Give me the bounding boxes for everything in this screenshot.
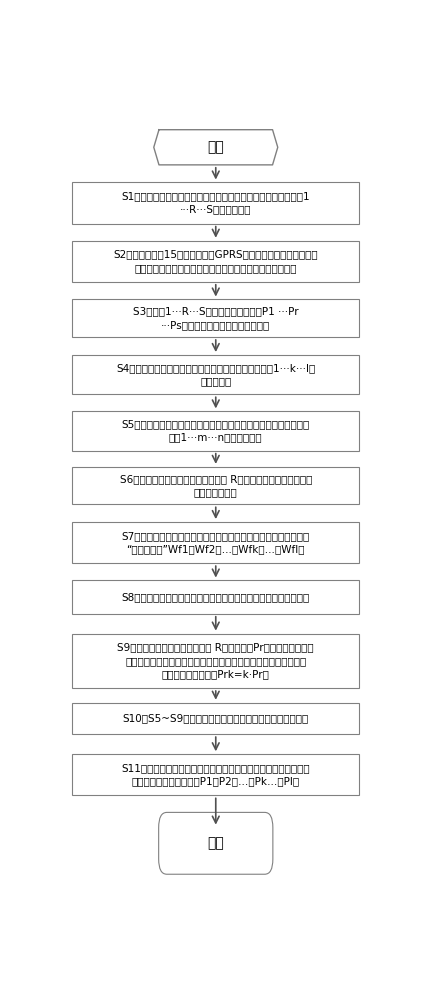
FancyBboxPatch shape bbox=[72, 411, 360, 451]
FancyBboxPatch shape bbox=[72, 182, 360, 224]
Polygon shape bbox=[154, 130, 278, 165]
FancyBboxPatch shape bbox=[72, 522, 360, 563]
Text: S1在营销系统中获取某地区的所有配变终端信息，如某地区共有1
···R···S个配变终端；: S1在营销系统中获取某地区的所有配变终端信息，如某地区共有1 ···R···S个… bbox=[121, 191, 310, 215]
Text: S10按S5~S9计算出某地区所有配变的所有用电分类负荷；: S10按S5~S9计算出某地区所有配变的所有用电分类负荷； bbox=[123, 713, 309, 723]
FancyBboxPatch shape bbox=[72, 703, 360, 734]
Text: S4在营销系统中读取所有用电类别信息，如某地区共有1···k···l个
用电类别；: S4在营销系统中读取所有用电类别信息，如某地区共有1···k···l个 用电类别… bbox=[116, 363, 315, 386]
FancyBboxPatch shape bbox=[72, 299, 360, 337]
FancyBboxPatch shape bbox=[72, 355, 360, 394]
Text: S2计量主站每间15分钟通过无线GPRS采集某地区所有配变终端的
实时遥测数据：包括有功、无功、电压、电流和功率因数；: S2计量主站每间15分钟通过无线GPRS采集某地区所有配变终端的 实时遥测数据：… bbox=[113, 250, 318, 273]
FancyBboxPatch shape bbox=[72, 634, 360, 688]
Text: 开始: 开始 bbox=[208, 140, 224, 154]
Text: 结束: 结束 bbox=[208, 836, 224, 850]
FancyBboxPatch shape bbox=[72, 467, 360, 504]
FancyBboxPatch shape bbox=[72, 580, 360, 614]
Text: S5在营销系统中读取某台配变终端下所有用户信息，如某配变终端
共朇1···m···n个用电用户；: S5在营销系统中读取某台配变终端下所有用户信息，如某配变终端 共朇1···m··… bbox=[122, 419, 310, 443]
Text: S9读取时序库中相应的配变终端 R的实时负荷Pr乘以该配变终端上
月所有用电类别用户的用电比例，得到所有配变终端所有用电类别
的实时用电分类负荷Prk=k·Pr: S9读取时序库中相应的配变终端 R的实时负荷Pr乘以该配变终端上 月所有用电类别… bbox=[117, 643, 314, 679]
Text: S8计算该配变各每一个用电分类的售电量占总售电量的比例系数，: S8计算该配变各每一个用电分类的售电量占总售电量的比例系数， bbox=[122, 592, 310, 602]
Text: S11通过累加所有配变终端的不同用电类别用户分类负荷，得出地
区的用户实时总用电负荷P1、P2、…、Pk…、Pl。: S11通过累加所有配变终端的不同用电类别用户分类负荷，得出地 区的用户实时总用电… bbox=[121, 763, 310, 786]
FancyBboxPatch shape bbox=[72, 754, 360, 795]
Text: S7按照用电类别，计出该台配变终端下所有用电类别的用户上月的
“分类售电量”Wf1、Wf2、…、Wfk、…、Wfl；: S7按照用电类别，计出该台配变终端下所有用电类别的用户上月的 “分类售电量”Wf… bbox=[122, 531, 310, 554]
FancyBboxPatch shape bbox=[159, 812, 273, 874]
Text: S3将所朄1···R···S个配变的实时负荷（P1 ···Pr
···Ps）遥测数据存入高速时序数据库: S3将所朄1···R···S个配变的实时负荷（P1 ···Pr ···Ps）遥测… bbox=[133, 307, 298, 330]
Text: S6通过营销系统获取、统计配变终端 R上月的总售电量，各个用电
用户的用电量；: S6通过营销系统获取、统计配变终端 R上月的总售电量，各个用电 用户的用电量； bbox=[120, 474, 312, 497]
FancyBboxPatch shape bbox=[72, 241, 360, 282]
